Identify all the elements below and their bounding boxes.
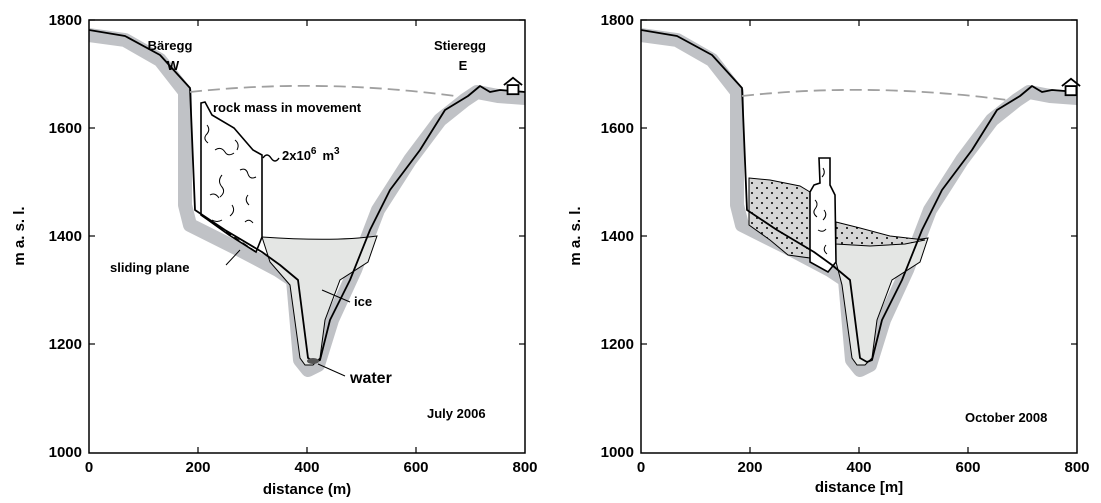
xtick-200: 200 bbox=[737, 459, 762, 476]
ridge-line bbox=[641, 29, 1077, 363]
bedrock-band bbox=[89, 28, 525, 377]
rock-cracks bbox=[204, 124, 257, 224]
debris-right bbox=[835, 221, 926, 247]
xtick-800: 800 bbox=[1064, 459, 1089, 476]
ytick-1200: 1200 bbox=[49, 336, 82, 353]
ytick-1400: 1400 bbox=[49, 228, 82, 245]
label-water: water bbox=[349, 370, 392, 387]
label-volume: 2x106 m3 bbox=[282, 146, 340, 163]
label-w: W bbox=[167, 58, 180, 73]
sliding-plane-pointer bbox=[225, 249, 241, 266]
xtick-0: 0 bbox=[637, 459, 645, 476]
ytick-1800: 1800 bbox=[49, 12, 82, 29]
label-sliding-plane: sliding plane bbox=[110, 260, 189, 275]
xtick-0: 0 bbox=[85, 459, 93, 476]
cross-section-1 bbox=[89, 28, 525, 377]
ice-body bbox=[261, 235, 378, 366]
volume-tilde bbox=[262, 154, 280, 162]
ytick-1000: 1000 bbox=[49, 444, 82, 461]
ticks-2 bbox=[641, 19, 1077, 453]
xlabel-1: distance (m) bbox=[263, 481, 351, 498]
ridge-line bbox=[89, 29, 525, 363]
date-label-1: July 2006 bbox=[427, 406, 486, 421]
former-surface-line bbox=[741, 88, 1008, 101]
label-rock-mass: rock mass in movement bbox=[213, 100, 362, 115]
xtick-800: 800 bbox=[512, 459, 537, 476]
former-surface-line bbox=[189, 84, 456, 97]
plot-frame-1 bbox=[88, 19, 526, 454]
label-baregg: Bäregg bbox=[148, 38, 193, 53]
ytick-1800: 1800 bbox=[601, 12, 634, 29]
xtick-400: 400 bbox=[294, 459, 319, 476]
pillar-cracks bbox=[813, 167, 828, 255]
xtick-200: 200 bbox=[185, 459, 210, 476]
ytick-1600: 1600 bbox=[49, 120, 82, 137]
water-pointer bbox=[317, 363, 346, 377]
volume-unit: m bbox=[322, 148, 334, 163]
water-pocket bbox=[307, 358, 319, 364]
volume-exponent: 6 bbox=[311, 146, 317, 157]
xlabel-2: distance [m] bbox=[815, 479, 903, 496]
bedrock-band bbox=[641, 28, 1077, 377]
volume-prefix: 2x10 bbox=[282, 148, 311, 163]
sliding-plane-line bbox=[200, 214, 257, 253]
ylabel-2: m a. s. l. bbox=[567, 206, 584, 265]
panel-july-2006: 1800 1600 1400 1200 1000 0 200 400 600 8… bbox=[11, 12, 538, 498]
ticks-1 bbox=[89, 19, 525, 453]
date-label-2: October 2008 bbox=[965, 410, 1047, 425]
rock-pillar bbox=[809, 157, 837, 274]
label-ice: ice bbox=[354, 294, 372, 309]
ylabel-1: m a. s. l. bbox=[11, 206, 28, 265]
ytick-1600: 1600 bbox=[601, 120, 634, 137]
xtick-600: 600 bbox=[955, 459, 980, 476]
label-stieregg: Stieregg bbox=[434, 38, 486, 53]
ice-pointer bbox=[321, 289, 351, 303]
panel-october-2008: 1800 1600 1400 1200 1000 0 200 400 600 8… bbox=[567, 12, 1090, 496]
ytick-1200: 1200 bbox=[601, 336, 634, 353]
ytick-1000: 1000 bbox=[601, 444, 634, 461]
xtick-400: 400 bbox=[846, 459, 871, 476]
cross-section-2 bbox=[641, 28, 1077, 377]
xtick-600: 600 bbox=[403, 459, 428, 476]
ytick-1400: 1400 bbox=[601, 228, 634, 245]
label-e: E bbox=[459, 58, 468, 73]
volume-unit-exponent: 3 bbox=[334, 146, 340, 157]
